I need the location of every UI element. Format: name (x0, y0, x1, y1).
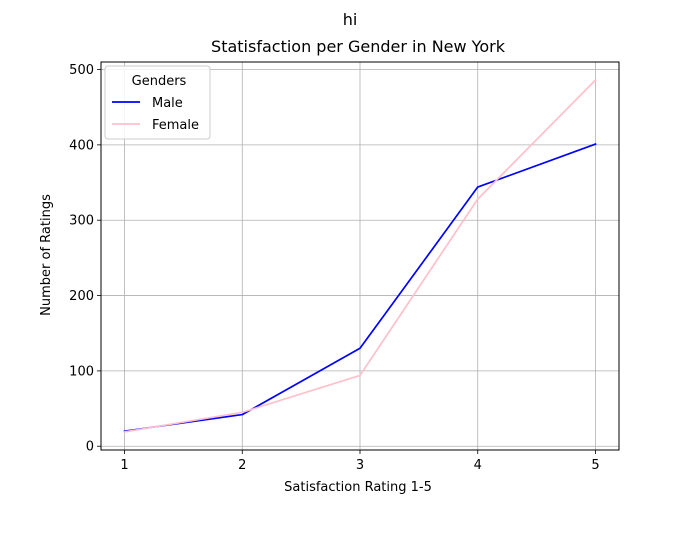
y-tick-label: 100 (69, 364, 94, 379)
y-tick-label: 400 (69, 138, 94, 153)
x-tick-label: 3 (356, 458, 364, 473)
x-tick-label: 2 (238, 458, 246, 473)
x-tick-label: 5 (591, 458, 599, 473)
y-tick-label: 0 (86, 440, 94, 455)
x-tick-label: 4 (474, 458, 482, 473)
y-axis: 0 100 200 300 400 500 (69, 63, 101, 455)
x-axis-label: Satisfaction Rating 1-5 (284, 480, 432, 495)
series-layer (123, 78, 597, 433)
chart-suptitle: hi (343, 10, 358, 29)
y-tick-label: 200 (69, 289, 94, 304)
y-tick-label: 500 (69, 63, 94, 78)
legend: Genders Male Female (104, 65, 211, 140)
x-axis: 1 2 3 4 5 (120, 450, 600, 473)
y-axis-label: Number of Ratings (39, 194, 54, 316)
chart-title: Statisfaction per Gender in New York (211, 37, 506, 56)
series-line-male (123, 143, 597, 433)
legend-title: Genders (132, 74, 187, 89)
series-line-female (123, 78, 597, 433)
x-tick-label: 1 (120, 458, 128, 473)
y-tick-label: 300 (69, 214, 94, 229)
legend-label-female: Female (152, 118, 199, 133)
legend-box (104, 65, 211, 140)
legend-label-male: Male (152, 96, 183, 111)
